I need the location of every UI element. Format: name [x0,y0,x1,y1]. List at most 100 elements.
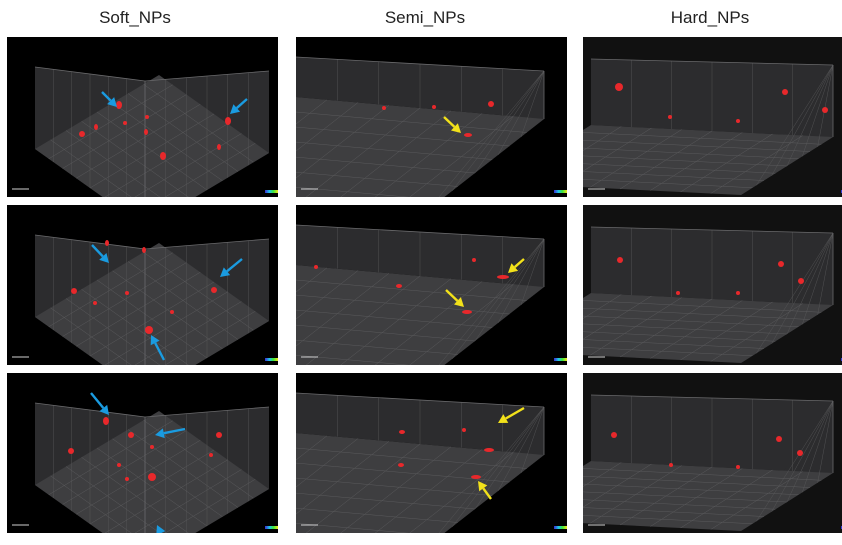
blue-arrow-icon [150,335,166,361]
box-edge [34,234,146,250]
particle [117,463,121,467]
particle [736,119,740,123]
grid-line [296,339,458,355]
grid-line [340,278,452,365]
grid-line [451,406,545,528]
grid-line [96,111,208,191]
grid-line [143,252,254,331]
grid-line [497,70,545,156]
particle [471,475,481,479]
panel-hard-row-2 [583,205,842,365]
grid-line [497,238,545,324]
particle [209,453,213,457]
grid-line [438,238,545,365]
column-title-semi: Semi_NPs [384,8,466,27]
grid-line [96,279,208,359]
grid-line [771,232,834,344]
grid-line [474,238,545,342]
grid-line [340,110,452,197]
grid-line [756,400,834,522]
grid-line [680,133,773,193]
grid-line [786,64,834,167]
particle [396,284,402,288]
grid-line [96,447,208,527]
grid-line [710,471,803,530]
particle [382,106,386,110]
box-floor [296,265,544,365]
particle [160,152,166,160]
grid-line [817,64,834,147]
grid-line [438,406,545,533]
particle [125,291,129,295]
box-floor [35,243,269,365]
particle [314,265,318,269]
grid-line [583,515,753,524]
particle [615,83,623,91]
grid-line [680,301,773,361]
grid-line [409,452,514,533]
blue-arrow-icon [91,244,109,263]
grid-line [650,132,743,191]
grid-line [296,102,359,152]
grid-line [474,70,545,174]
box-floor [583,461,833,531]
grid-line [583,331,776,342]
particle [94,124,98,130]
grid-line [296,438,359,488]
grid-line [112,438,223,517]
particle [432,105,436,109]
particle [617,257,623,263]
grid-line [583,507,765,517]
particle [71,288,77,294]
panel-hard-row-3 [583,373,842,533]
particle [776,436,782,442]
panel-semi-row-1 [296,37,567,197]
grid-line [756,64,834,186]
grid-line [296,270,359,320]
grid-line [583,163,776,174]
panel-semi-row-2 [296,205,567,365]
box-edge [590,226,834,234]
box-edge [296,224,545,240]
box-floor [583,125,833,195]
box-floor [296,433,544,533]
grid-line [786,232,834,335]
particle [103,417,109,425]
particle [116,101,122,109]
grid-line [438,70,545,197]
grid-line [127,429,239,508]
particle [497,275,509,279]
grid-line [520,238,545,306]
particle [782,89,788,95]
box-edge [296,56,545,72]
grid-line [583,339,765,349]
yellow-arrow-icon [478,481,492,500]
column-title-hard: Hard_NPs [670,8,750,27]
grid-line [340,446,452,533]
yellow-arrow-icon [443,116,461,133]
particle [68,448,74,454]
grid-line [164,311,256,365]
grid-line [802,232,834,325]
grid-line [409,284,514,365]
grid-line [127,261,239,340]
grid-line [112,102,223,181]
blue-arrow-icon [156,525,166,533]
particle [668,115,672,119]
particle [822,107,828,113]
blue-arrow-icon [155,427,186,439]
blue-arrow-icon [230,98,248,114]
grid-line [583,179,753,188]
particle [797,450,803,456]
particle [211,287,217,293]
box-edge [144,406,270,418]
box-edge [144,238,270,250]
grid-line [296,324,476,342]
box-edge [144,70,270,82]
grid-line [296,156,476,174]
particle [736,465,740,469]
particle [398,463,404,467]
grid-line [296,507,458,523]
grid-line [583,126,622,151]
particle [170,310,174,314]
